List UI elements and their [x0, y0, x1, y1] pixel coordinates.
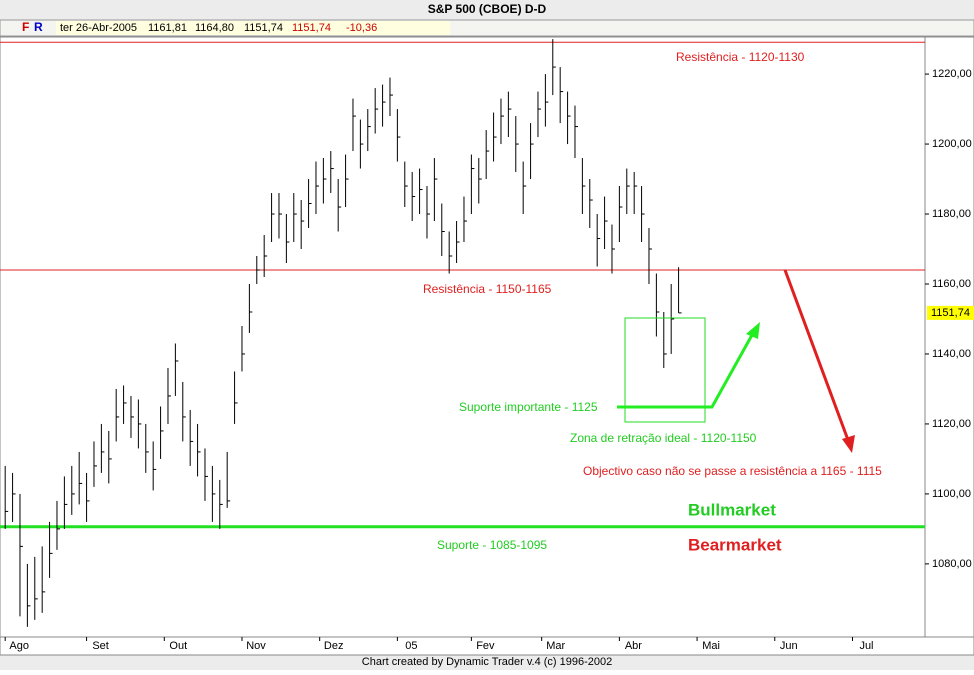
- y-tick-label: 1100,00: [932, 488, 971, 500]
- x-tick-label: Nov: [246, 640, 266, 652]
- y-tick-label: 1160,00: [932, 278, 971, 290]
- plot-area: [0, 36, 926, 638]
- info-high: 1164,80: [195, 22, 234, 34]
- marks: 1080,00 1100,00 1120,00 1140,00 1160,00 1180,…: [0, 39, 974, 652]
- last-price-box: [927, 305, 974, 320]
- y-tick-label: 1140,00: [932, 348, 971, 360]
- y-tick-label: 1080,00: [932, 558, 972, 570]
- info-r[interactable]: R: [34, 20, 43, 34]
- y-tick-label: 1200,00: [932, 138, 972, 150]
- x-tick-label: Mai: [702, 640, 720, 652]
- green-arrow: [617, 334, 754, 409]
- chart-title: S&P 500 (CBOE) D-D: [428, 2, 547, 16]
- annotation: Bullmarket: [688, 500, 776, 519]
- annotation: Zona de retração ideal - 1120-1150: [570, 431, 757, 445]
- info-open: 1161,81: [148, 22, 187, 34]
- x-tick-label: 05: [405, 640, 417, 652]
- y-axis-area: [924, 36, 974, 638]
- annotation: Resistência - 1150-1165: [423, 282, 552, 296]
- x-axis-area: [0, 636, 974, 656]
- retracement-zone: [624, 317, 706, 423]
- info-date: ter 26-Abr-2005: [60, 22, 137, 34]
- x-tick-label: Dez: [324, 640, 344, 652]
- x-tick-label: Jul: [859, 640, 873, 652]
- red-arrowhead: [842, 435, 855, 453]
- info-low: 1151,74: [244, 22, 283, 34]
- x-tick-label: Out: [169, 640, 187, 652]
- info-box: [56, 21, 450, 35]
- info-close: 1151,74: [292, 22, 331, 34]
- y-tick-label: 1180,00: [932, 208, 971, 220]
- info-change: -10,36: [346, 22, 377, 34]
- y-tick-label: 1120,00: [932, 418, 971, 430]
- x-tick-label: Ago: [9, 640, 29, 652]
- green-arrowhead: [746, 322, 760, 339]
- annotation: Suporte - 1085-1095: [437, 538, 547, 552]
- y-tick-label: 1220,00: [932, 68, 972, 80]
- red-arrow: [783, 269, 850, 441]
- last-price-label: 1151,74: [931, 307, 970, 319]
- annotation: Objectivo caso não se passe a resistênci…: [583, 464, 882, 478]
- annotation: Suporte importante - 1125: [459, 400, 598, 414]
- x-tick-label: Fev: [476, 640, 495, 652]
- x-tick-label: Abr: [625, 640, 642, 652]
- info-f[interactable]: F: [22, 20, 29, 34]
- x-tick-label: Jun: [780, 640, 798, 652]
- x-tick-label: Mar: [546, 640, 565, 652]
- annotation: Bearmarket: [688, 535, 782, 554]
- footer: Chart created by Dynamic Trader v.4 (c) …: [362, 656, 612, 668]
- x-tick-label: Set: [92, 640, 109, 652]
- annotation: Resistência - 1120-1130: [676, 50, 805, 64]
